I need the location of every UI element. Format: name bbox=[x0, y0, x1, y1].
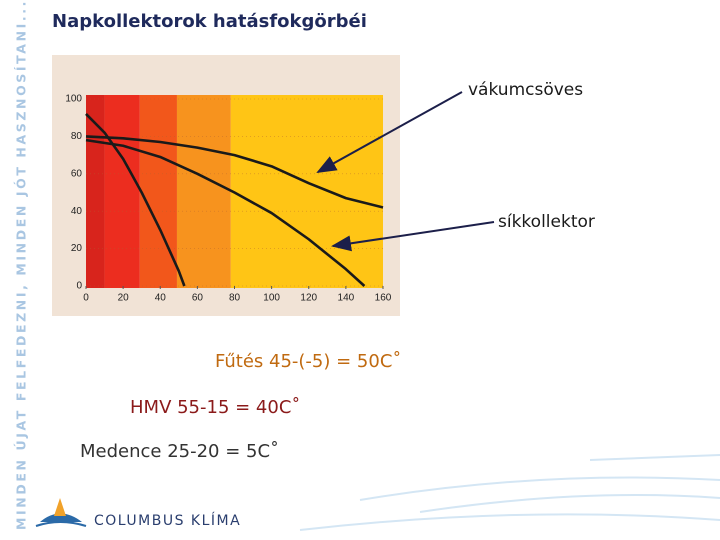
x-tick-label: 0 bbox=[83, 293, 89, 304]
arrow bbox=[331, 221, 495, 252]
arrow bbox=[316, 91, 463, 173]
logo-text: COLUMBUS KLÍMA bbox=[94, 512, 241, 529]
decoration bbox=[299, 454, 720, 531]
y-tick-label: 60 bbox=[71, 168, 83, 179]
x-tick-label: 160 bbox=[375, 293, 392, 304]
x-tick-label: 140 bbox=[338, 293, 355, 304]
x-tick-label: 20 bbox=[118, 293, 130, 304]
band bbox=[176, 95, 231, 288]
slide-title: Napkollektorok hatásfokgörbéi bbox=[52, 11, 367, 32]
x-tick-label: 120 bbox=[300, 293, 317, 304]
x-tick-label: 40 bbox=[155, 293, 167, 304]
band bbox=[230, 95, 383, 288]
y-tick-label: 0 bbox=[76, 281, 82, 292]
y-tick-label: 20 bbox=[71, 243, 83, 254]
logo-icon bbox=[35, 498, 87, 527]
y-tick-label: 40 bbox=[71, 206, 83, 217]
x-tick-label: 60 bbox=[192, 293, 204, 304]
annotation: vákumcsöves bbox=[468, 80, 583, 100]
note: Medence 25-20 = 5C˚ bbox=[80, 441, 279, 462]
series-line bbox=[85, 138, 366, 287]
band bbox=[139, 95, 177, 288]
series-line bbox=[85, 113, 186, 287]
series-line bbox=[85, 135, 384, 209]
chart: 0 20 40 60 80 100 0 20 40 60 80 100 120 140 160 bbox=[65, 94, 391, 304]
band bbox=[104, 95, 140, 288]
note: HMV 55-15 = 40C˚ bbox=[130, 397, 300, 418]
note: Fűtés 45-(-5) = 50C˚ bbox=[215, 351, 401, 372]
y-tick-label: 80 bbox=[71, 131, 83, 142]
x-tick-label: 80 bbox=[229, 293, 241, 304]
sidebar-text: MINDEN ÚJAT FELFEDEZNI, MINDEN JÓT HASZN… bbox=[14, 0, 29, 530]
y-tick-label: 100 bbox=[65, 94, 82, 105]
annotation: síkkollektor bbox=[498, 212, 595, 232]
x-tick-label: 100 bbox=[263, 293, 280, 304]
